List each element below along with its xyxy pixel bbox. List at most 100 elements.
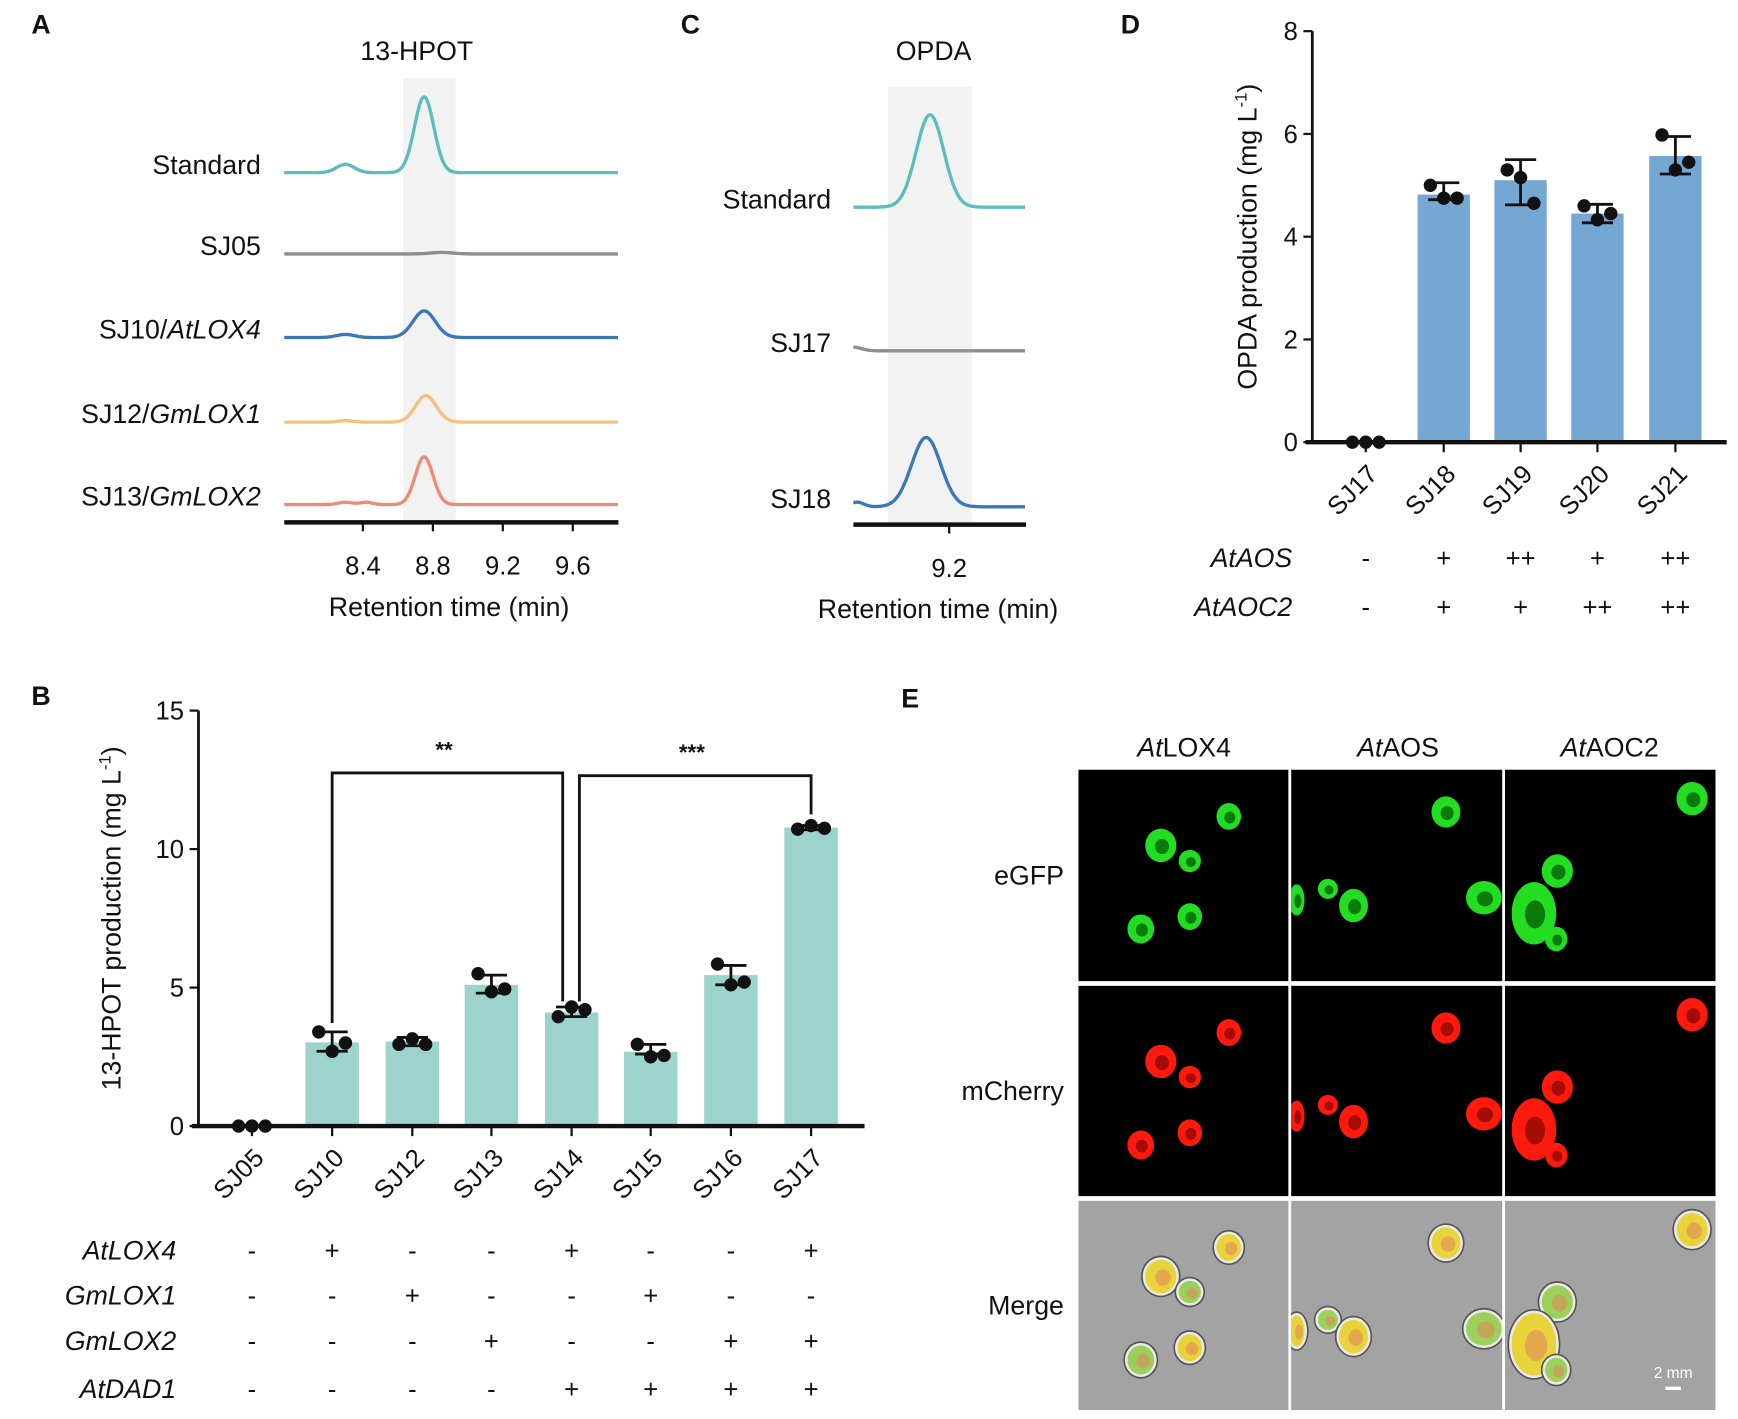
y-tick-label: 15 (156, 698, 185, 726)
trace-label: SJ05 (200, 231, 261, 261)
genotype-value: ++ (1660, 594, 1690, 622)
cell-interior (1224, 1027, 1236, 1040)
trace-label: SJ18 (770, 484, 831, 514)
cell-interior (1186, 1287, 1198, 1299)
micrograph-mcherry (1504, 985, 1716, 1197)
genotype-value: - (328, 1328, 337, 1356)
cell-interior (1325, 1315, 1336, 1326)
row-label: Merge (988, 1290, 1064, 1320)
genotype-value: + (643, 1376, 658, 1404)
trace-label-gene: GmLOX2 (149, 482, 261, 512)
data-point (1590, 213, 1605, 227)
bar (1649, 156, 1702, 443)
cell-interior (1295, 1324, 1303, 1340)
microscopy-panel: AtLOX4 AtAOS AtAOC2 eGFP mCherry Merge 2 mm (961, 732, 1716, 1411)
genotype-value: - (248, 1238, 257, 1266)
x-tick-label: 9.6 (555, 553, 591, 581)
genotype-value: + (564, 1238, 579, 1266)
data-point (1682, 155, 1696, 169)
genotype-value: - (646, 1238, 655, 1266)
y-axis-label: OPDA production (mg L-1) (1232, 84, 1263, 390)
trace-line (284, 250, 618, 256)
data-point (1450, 191, 1464, 205)
micrograph-background (1078, 985, 1289, 1197)
genotype-value: + (1436, 594, 1451, 622)
trace-line (284, 95, 618, 175)
genotype-value: - (248, 1376, 257, 1404)
micrograph-merge (1078, 1200, 1289, 1411)
cell-interior (1551, 1080, 1566, 1096)
x-axis-label: Retention time (min) (329, 592, 570, 622)
genotype-value: - (487, 1282, 496, 1310)
y-tick-label: 0 (170, 1113, 184, 1141)
y-tick-label: 6 (1284, 121, 1298, 149)
cell-interior (1686, 792, 1701, 808)
trace-label-text: Standard (723, 184, 831, 214)
cell-interior (1185, 1342, 1199, 1356)
significance-label: *** (679, 740, 705, 765)
micrograph-merge (1504, 1200, 1716, 1411)
data-point (630, 1037, 645, 1052)
trace-line (852, 435, 1026, 509)
data-point (405, 1032, 420, 1046)
data-point (724, 978, 738, 992)
cell-interior (1440, 806, 1454, 821)
trace-label-gene: AtLOX4 (165, 315, 261, 345)
genotype-value: - (1361, 594, 1370, 622)
column-header: AtLOX4 (1135, 732, 1231, 762)
data-point (1655, 128, 1669, 142)
genotype-value: - (1361, 545, 1370, 573)
trace-label: SJ10/AtLOX4 (99, 315, 261, 345)
cell-interior (1135, 1139, 1148, 1153)
genotype-value: - (727, 1282, 736, 1310)
y-tick-label: 8 (1284, 18, 1298, 46)
x-tick-label: SJ17 (768, 1144, 829, 1205)
x-tick-label: SJ17 (1322, 460, 1383, 521)
cell-interior (1686, 1222, 1703, 1240)
significance-label: ** (435, 737, 453, 762)
data-point (710, 957, 725, 971)
row-label: mCherry (961, 1076, 1064, 1106)
data-point (657, 1048, 671, 1063)
chromatogram-13-hpot: 13-HPOT Standard SJ05 SJ10/AtLOX4 SJ12/GmLOX… (81, 36, 619, 622)
genotype-value: + (564, 1376, 579, 1404)
x-tick-label: 9.2 (931, 555, 967, 583)
row-label: eGFP (994, 860, 1064, 890)
bar (1571, 213, 1624, 443)
trace-label-text: SJ12/ (81, 399, 150, 429)
panel-letter-d: D (1121, 9, 1140, 39)
genotype-value: + (405, 1282, 420, 1310)
x-tick-label: SJ15 (607, 1144, 668, 1205)
data-point (471, 967, 485, 981)
data-point (791, 822, 805, 836)
micrograph-mcherry (1291, 985, 1503, 1197)
genotype-gene-label: GmLOX2 (65, 1326, 177, 1356)
cell-interior (1440, 1236, 1456, 1252)
cell-interior (1185, 1127, 1197, 1140)
cell-interior (1476, 891, 1493, 907)
y-axis-label: 13-HPOT production (mg L-1) (95, 746, 126, 1090)
genotype-value: - (807, 1282, 816, 1310)
genotype-value: - (328, 1376, 337, 1404)
micrograph-background (1078, 769, 1289, 982)
x-tick-label: SJ10 (289, 1144, 350, 1205)
micrograph-egfp (1291, 769, 1503, 982)
cell-interior (1224, 1241, 1238, 1256)
trace-label-text: SJ13/ (81, 482, 150, 512)
x-tick-label: 9.2 (485, 553, 521, 581)
cell-interior (1294, 1110, 1302, 1125)
cell-interior (1294, 894, 1302, 909)
genotype-value: + (804, 1328, 819, 1356)
column-header: AtAOS (1355, 732, 1439, 762)
genotype-value: - (567, 1328, 576, 1356)
data-point (419, 1037, 433, 1052)
genotype-value: + (1590, 545, 1605, 573)
genotype-gene-label: AtAOC2 (1192, 592, 1292, 622)
genotype-gene-label: AtLOX4 (81, 1236, 177, 1266)
opda-bar-chart: SJ17 SJ18 SJ19 SJ20 SJ21 0 2 4 6 8 OPDA production… (1192, 18, 1727, 622)
data-point (1423, 178, 1438, 192)
cell-interior (1136, 1353, 1150, 1369)
micrograph-merge (1291, 1200, 1503, 1411)
cell-interior (1154, 1055, 1169, 1071)
